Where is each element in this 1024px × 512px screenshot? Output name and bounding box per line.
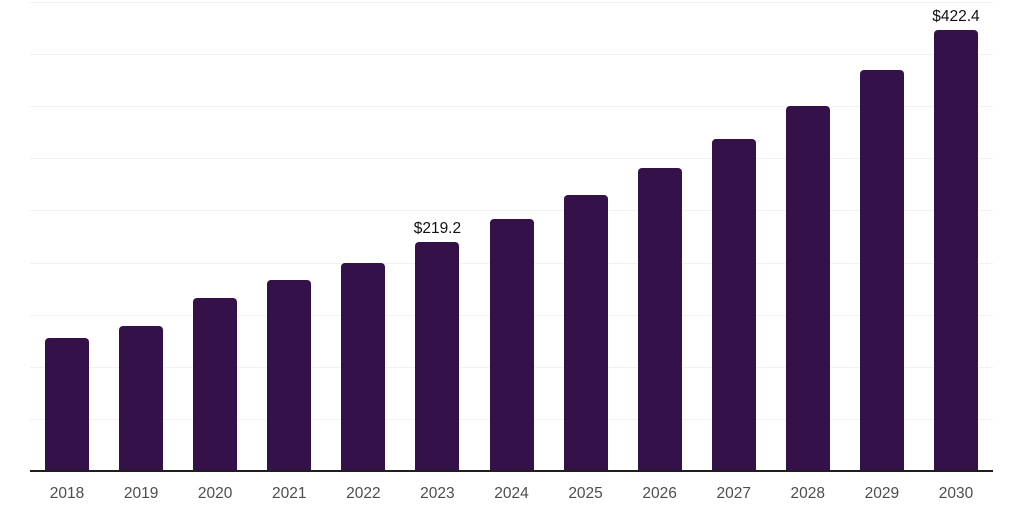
gridline — [30, 210, 993, 212]
x-tick-label-2021: 2021 — [272, 485, 307, 502]
x-tick-label-2019: 2019 — [123, 485, 159, 502]
bar-2023[interactable] — [415, 241, 460, 470]
x-tick-label-2022: 2022 — [346, 485, 381, 502]
bar-2030[interactable] — [933, 29, 978, 470]
bar-2020[interactable] — [193, 298, 238, 470]
x-tick-label-2025: 2025 — [568, 485, 603, 502]
bar-2021[interactable] — [267, 280, 312, 470]
x-axis-line — [30, 470, 993, 472]
x-tick-label-2028: 2028 — [790, 485, 826, 502]
gridline — [30, 54, 993, 56]
bar-2027[interactable] — [711, 138, 756, 470]
x-tick-label-2020: 2020 — [197, 485, 233, 502]
bar-2022[interactable] — [341, 262, 386, 470]
gridline — [30, 158, 993, 160]
bar-2018[interactable] — [45, 337, 90, 470]
bar-2024[interactable] — [489, 218, 534, 470]
bar-2025[interactable] — [563, 194, 608, 470]
value-label-2030: $422.4 — [932, 7, 980, 25]
x-tick-label-2024: 2024 — [494, 485, 529, 502]
x-tick-label-2026: 2026 — [642, 485, 677, 502]
gridline — [30, 106, 993, 108]
bar-2019[interactable] — [119, 326, 164, 470]
gridline — [30, 2, 993, 3]
x-tick-label-2027: 2027 — [716, 485, 751, 502]
bar-2029[interactable] — [859, 69, 904, 470]
bar-2028[interactable] — [785, 106, 830, 470]
x-tick-label-2029: 2029 — [864, 485, 900, 502]
value-label-2023: $219.2 — [413, 219, 462, 237]
bar-2026[interactable] — [637, 167, 682, 470]
x-tick-label-2023: 2023 — [420, 485, 455, 502]
x-tick-label-2030: 2030 — [938, 485, 974, 502]
x-tick-label-2018: 2018 — [49, 485, 85, 502]
